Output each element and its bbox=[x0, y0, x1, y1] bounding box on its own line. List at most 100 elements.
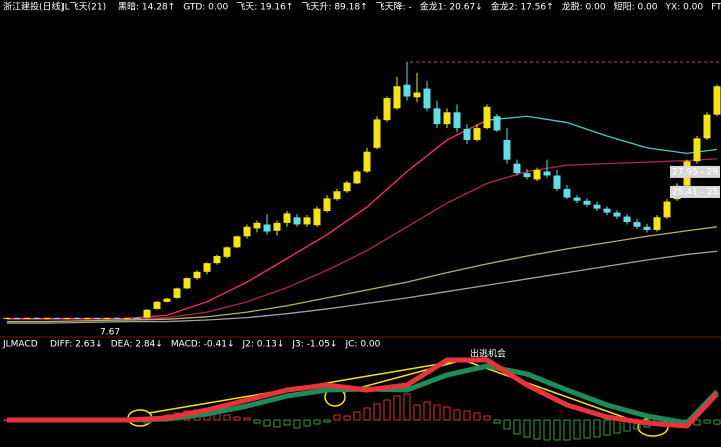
macd-bar bbox=[273, 419, 281, 428]
macd-bar bbox=[543, 419, 551, 441]
candle-body bbox=[433, 108, 441, 125]
candle-body bbox=[83, 318, 91, 320]
candle-body bbox=[343, 182, 351, 192]
candle-body bbox=[523, 173, 531, 178]
candle-body bbox=[633, 222, 641, 227]
candle-body bbox=[263, 224, 271, 232]
macd-bar bbox=[513, 419, 521, 435]
header-item: 短阳: 0.00 bbox=[614, 1, 658, 13]
candle-body bbox=[313, 208, 321, 226]
macd-bar bbox=[243, 417, 251, 421]
candle-body bbox=[603, 208, 611, 213]
candle-body bbox=[573, 197, 581, 201]
macd-bar bbox=[583, 419, 591, 439]
stock-title: 浙江建投(日线) bbox=[3, 1, 64, 13]
header-item: 黑暗: 14.28↑ bbox=[118, 1, 175, 13]
candle-body bbox=[533, 169, 541, 180]
macd-item: JC: 0.00 bbox=[344, 340, 380, 350]
macd-title: JLMACD bbox=[2, 340, 38, 350]
candle-body bbox=[613, 212, 621, 217]
macd-bar bbox=[393, 395, 401, 421]
candle-body bbox=[303, 217, 311, 225]
candle-body bbox=[483, 106, 491, 129]
candle-body bbox=[73, 318, 81, 320]
candle-body bbox=[193, 271, 201, 279]
header-item: YX: 0.00 bbox=[665, 3, 704, 13]
macd-bar bbox=[443, 406, 451, 421]
price-label: 25.41 - 25.80 bbox=[672, 187, 721, 197]
macd-bar bbox=[553, 419, 561, 441]
macd-bar bbox=[283, 419, 291, 426]
candle-body bbox=[173, 288, 181, 298]
macd-bar bbox=[533, 419, 541, 440]
candle-body bbox=[383, 98, 391, 121]
candle-body bbox=[323, 198, 331, 212]
macd-item: J2: 0.13↓ bbox=[242, 340, 285, 350]
macd-bar bbox=[363, 407, 371, 421]
macd-bar bbox=[253, 419, 261, 424]
price-label: 7.67 bbox=[100, 328, 120, 338]
candle-body bbox=[423, 88, 431, 109]
macd-bar bbox=[343, 415, 351, 421]
candle-body bbox=[103, 318, 111, 320]
candle-body bbox=[403, 84, 411, 97]
candle-body bbox=[643, 226, 651, 230]
candle-body bbox=[183, 278, 191, 289]
candle-body bbox=[283, 213, 291, 223]
macd-bar bbox=[233, 416, 241, 421]
macd-bar bbox=[413, 404, 421, 421]
candle-body bbox=[563, 188, 571, 198]
header-item: 金龙2: 17.56↑ bbox=[491, 1, 554, 13]
candle-body bbox=[253, 222, 261, 229]
candle-body bbox=[333, 191, 341, 200]
header-item: 飞天升: 89.18↑ bbox=[301, 2, 367, 13]
candle-body bbox=[583, 200, 591, 205]
candle-body bbox=[213, 256, 221, 264]
candle-body bbox=[243, 226, 251, 237]
header-item: 飞天降: - bbox=[376, 1, 412, 13]
macd-bar bbox=[423, 401, 431, 421]
candle-body bbox=[163, 298, 171, 302]
macd-bar bbox=[463, 410, 471, 421]
candle-body bbox=[93, 318, 101, 320]
candle-body bbox=[453, 112, 461, 129]
candle-body bbox=[703, 114, 711, 139]
moving-average bbox=[7, 250, 718, 324]
macd-bar bbox=[603, 419, 611, 436]
candle-body bbox=[463, 128, 471, 140]
macd-line bbox=[7, 357, 719, 429]
indicator-name: JL飞天(21) bbox=[61, 2, 106, 13]
candle-body bbox=[363, 151, 371, 172]
price-label: 27.95 - 29.36 bbox=[672, 167, 721, 177]
macd-bar bbox=[293, 419, 301, 429]
macd-item: DIFF: 2.63↓ bbox=[50, 340, 103, 350]
macd-bar bbox=[353, 411, 361, 421]
candle-body bbox=[153, 301, 161, 309]
price-label-box bbox=[670, 185, 720, 198]
candle-body bbox=[413, 92, 421, 98]
candle-body bbox=[693, 138, 701, 162]
macd-item: DEA: 2.84↓ bbox=[111, 340, 163, 350]
candle-body bbox=[123, 318, 131, 320]
price-label-box bbox=[670, 165, 720, 178]
candle-body bbox=[353, 171, 361, 184]
candle-body bbox=[23, 318, 31, 320]
macd-bar bbox=[713, 419, 721, 425]
header-item: GTD: 0.00 bbox=[183, 3, 228, 13]
header-item: 金龙1: 20.67↓ bbox=[420, 1, 483, 13]
candle-body bbox=[43, 318, 51, 320]
macd-bar bbox=[373, 403, 381, 421]
macd-bar bbox=[493, 419, 501, 424]
candle-body bbox=[113, 318, 121, 320]
candle-body bbox=[33, 318, 41, 320]
candle-body bbox=[233, 236, 241, 248]
macd-bar bbox=[703, 419, 711, 424]
macd-bar bbox=[333, 414, 341, 421]
macd-bar bbox=[433, 404, 441, 421]
candle-body bbox=[3, 318, 11, 320]
macd-bar bbox=[263, 419, 271, 427]
candle-body bbox=[663, 201, 671, 218]
candle-body bbox=[63, 318, 71, 320]
